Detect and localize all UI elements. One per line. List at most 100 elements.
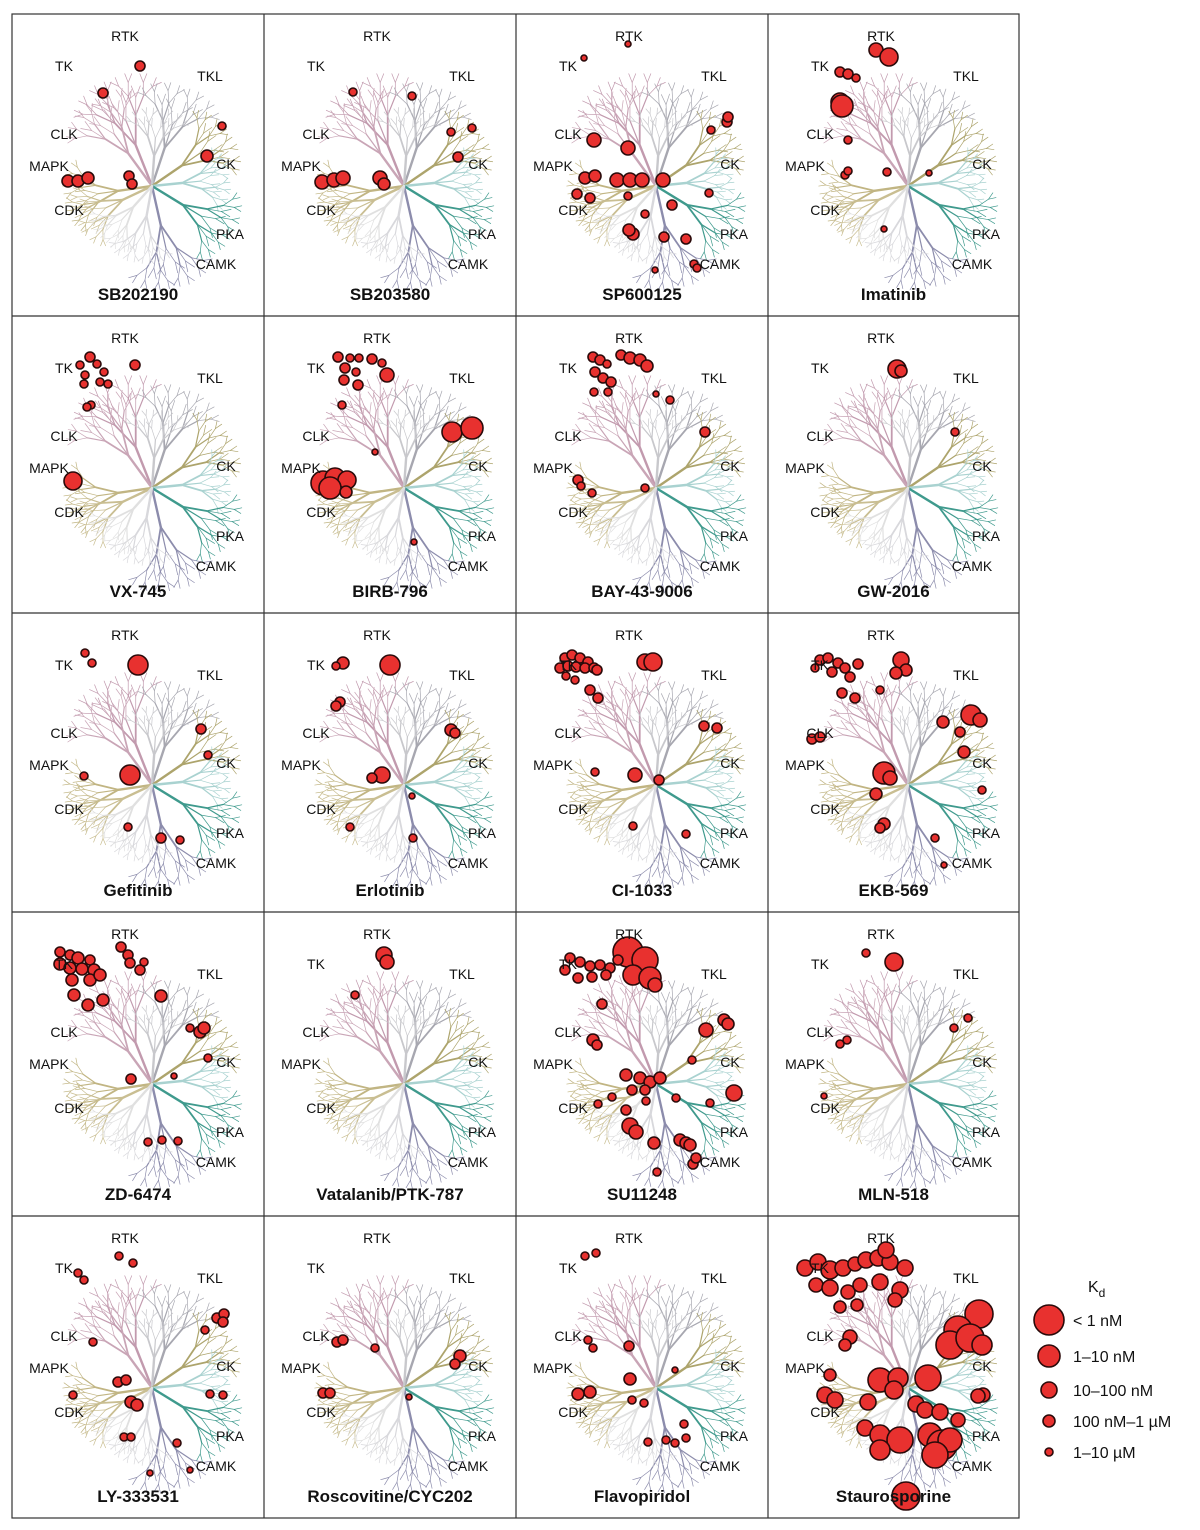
drug-name: Imatinib — [861, 285, 926, 304]
kd-bubble — [79, 379, 89, 389]
kd-bubble — [87, 658, 97, 668]
kd-bubble — [940, 861, 948, 869]
group-label: TKL — [197, 1270, 223, 1286]
group-label: CK — [972, 1358, 992, 1374]
kd-bubble — [408, 833, 418, 843]
kd-bubble — [379, 654, 401, 676]
legend-label: < 1 nM — [1073, 1313, 1122, 1330]
kd-bubble — [449, 1358, 461, 1370]
kd-bubble — [830, 94, 854, 118]
legend-swatch — [1033, 1304, 1065, 1336]
kd-bubble — [410, 538, 418, 546]
kd-bubble — [379, 367, 395, 383]
kd-bubble — [586, 971, 598, 983]
group-label: PKA — [972, 1124, 1001, 1140]
kd-bubble — [351, 367, 361, 377]
group-label: TKL — [197, 667, 223, 683]
group-label: PKA — [720, 1124, 749, 1140]
kd-bubble — [81, 171, 95, 185]
group-label: TKL — [197, 370, 223, 386]
group-label: CAMK — [952, 855, 993, 871]
group-label: PKA — [468, 1428, 497, 1444]
kd-bubble — [877, 1241, 895, 1259]
group-label: CAMK — [448, 558, 489, 574]
kd-bubble — [603, 387, 613, 397]
kd-bubble — [154, 989, 168, 1003]
kd-bubble — [627, 1395, 637, 1405]
group-label: PKA — [468, 528, 497, 544]
kd-bubble — [623, 191, 633, 201]
kd-bubble — [79, 771, 89, 781]
kd-bubble — [641, 1096, 651, 1106]
kd-bubble — [186, 1466, 194, 1474]
drug-name: SB203580 — [350, 285, 430, 304]
kd-bubble — [823, 1368, 837, 1382]
group-label: MAPK — [29, 757, 69, 773]
kd-bubble — [559, 964, 571, 976]
drug-name: SU11248 — [607, 1185, 677, 1204]
kd-bubble — [574, 956, 586, 968]
kd-bubble — [838, 1338, 852, 1352]
kd-bubble — [889, 666, 903, 680]
group-label: CLK — [806, 1328, 834, 1344]
kd-bubble — [808, 1277, 824, 1293]
kd-bubble — [626, 1084, 638, 1096]
group-label: RTK — [363, 330, 391, 346]
kd-bubble — [970, 1388, 986, 1404]
kd-bubble — [683, 1138, 697, 1152]
kd-bubble — [68, 1390, 78, 1400]
kd-bubble — [671, 1366, 679, 1374]
group-label: CDK — [558, 801, 588, 817]
kd-bubble — [640, 209, 650, 219]
group-label: CK — [216, 458, 236, 474]
group-label: TK — [55, 58, 74, 74]
kd-bubble — [572, 972, 584, 984]
group-label: CLK — [302, 725, 330, 741]
kd-bubble — [725, 1084, 743, 1102]
drug-name: MLN-518 — [858, 1185, 929, 1204]
kd-bubble — [653, 774, 665, 786]
group-label: RTK — [867, 627, 895, 643]
kd-bubble — [851, 73, 861, 83]
kd-bubble — [609, 172, 625, 188]
kd-bubble — [871, 1273, 889, 1291]
kd-bubble — [588, 169, 602, 183]
group-label: TK — [559, 657, 578, 673]
kd-bubble — [366, 353, 378, 365]
group-label: TKL — [701, 1270, 727, 1286]
kd-bubble — [584, 192, 596, 204]
kd-bubble — [950, 1412, 966, 1428]
kd-bubble — [639, 1398, 649, 1408]
legend-swatch — [1037, 1344, 1061, 1368]
kd-bubble — [338, 374, 350, 386]
kd-bubble — [843, 166, 853, 176]
group-label: CLK — [50, 126, 78, 142]
kd-bubble — [594, 959, 606, 971]
group-label: TK — [307, 657, 326, 673]
drug-name: Flavopiridol — [594, 1487, 690, 1506]
bubbles — [53, 40, 994, 1511]
group-label: TKL — [449, 966, 475, 982]
kd-bubble — [605, 376, 617, 388]
kd-bubble — [891, 1481, 921, 1511]
kd-bubble — [639, 1084, 651, 1096]
group-label: CLK — [302, 428, 330, 444]
group-label: CLK — [50, 428, 78, 444]
group-label: CDK — [306, 504, 336, 520]
group-label: CDK — [306, 1404, 336, 1420]
group-label: CAMK — [448, 1458, 489, 1474]
group-label: TKL — [197, 966, 223, 982]
group-label: PKA — [720, 528, 749, 544]
kd-bubble — [80, 648, 90, 658]
kd-bubble — [67, 988, 81, 1002]
kd-bubble — [157, 1135, 167, 1145]
group-label: CDK — [306, 202, 336, 218]
kd-bubble — [859, 1393, 877, 1411]
kd-bubble — [580, 1251, 590, 1261]
group-label: CDK — [558, 504, 588, 520]
kd-bubble — [704, 188, 714, 198]
drug-name: BIRB-796 — [352, 582, 428, 601]
kd-bubble — [63, 471, 83, 491]
kd-bubble — [93, 968, 107, 982]
kd-bubble — [665, 395, 675, 405]
